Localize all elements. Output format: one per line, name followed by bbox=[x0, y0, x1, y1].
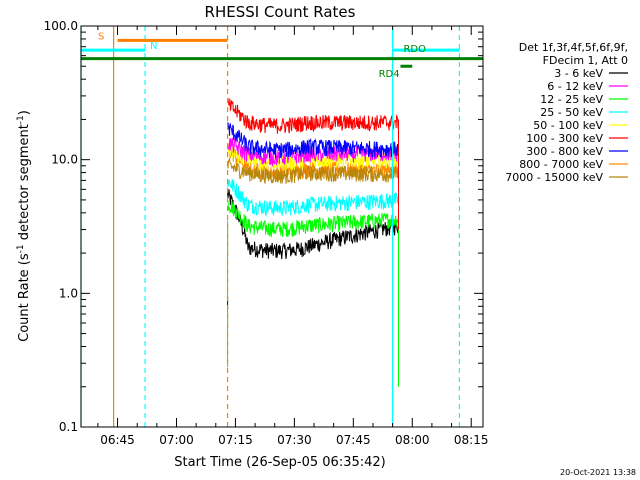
legend-label: 25 - 50 keV bbox=[540, 106, 603, 119]
flag-bar-label: RD4 bbox=[379, 69, 400, 80]
x-tick-label: 07:45 bbox=[336, 433, 371, 447]
legend-header-line-2: FDecim 1, Att 0 bbox=[543, 54, 628, 67]
x-tick-label: 08:15 bbox=[454, 433, 489, 447]
footer-timestamp: 20-Oct-2021 13:38 bbox=[560, 468, 636, 477]
x-tick-label: 07:00 bbox=[159, 433, 194, 447]
series-line bbox=[227, 189, 399, 260]
y-tick-label: 10.0 bbox=[51, 153, 78, 167]
series-layer bbox=[227, 97, 400, 387]
legend-label: 50 - 100 keV bbox=[533, 119, 603, 132]
x-tick-label: 07:15 bbox=[218, 433, 253, 447]
legend-label: 800 - 7000 keV bbox=[519, 158, 603, 171]
legend-label: 12 - 25 keV bbox=[540, 93, 603, 106]
series-line bbox=[227, 200, 399, 238]
x-axis-label: Start Time (26-Sep-05 06:35:42) bbox=[174, 455, 385, 470]
series-line bbox=[227, 97, 399, 134]
flag-bar-label: RDO bbox=[403, 44, 426, 55]
series-line bbox=[227, 122, 399, 159]
legend-label: 100 - 300 keV bbox=[526, 132, 603, 145]
x-tick-label: 08:00 bbox=[395, 433, 430, 447]
legend-label: 300 - 800 keV bbox=[526, 145, 603, 158]
x-tick-label: 07:30 bbox=[277, 433, 312, 447]
y-axis-label: Count Rate (s-1 detector segment-1) bbox=[16, 110, 32, 342]
legend-header-line-1: Det 1f,3f,4f,5f,6f,9f, bbox=[519, 41, 628, 54]
flag-bars-layer: S N RD4 RDO bbox=[81, 31, 483, 80]
flag-bar-label: S bbox=[98, 31, 104, 42]
legend-label: 3 - 6 keV bbox=[554, 67, 603, 80]
series-line bbox=[227, 179, 399, 218]
legend-label: 6 - 12 keV bbox=[547, 80, 603, 93]
y-axis: 0.1 1.0 10.0 100.0 bbox=[44, 19, 483, 434]
legend: Det 1f,3f,4f,5f,6f,9f, FDecim 1, Att 0 3… bbox=[505, 41, 628, 184]
flag-bar-label: N bbox=[150, 41, 157, 52]
legend-label: 7000 - 15000 keV bbox=[505, 171, 603, 184]
x-tick-label: 06:45 bbox=[100, 433, 135, 447]
y-tick-label: 1.0 bbox=[59, 286, 78, 300]
y-tick-label: 100.0 bbox=[44, 19, 78, 33]
plot-frame bbox=[80, 25, 484, 428]
y-tick-label: 0.1 bbox=[59, 420, 78, 434]
chart-title: RHESSI Count Rates bbox=[205, 3, 356, 21]
x-axis: 06:45 07:00 07:15 07:30 07:45 08:00 08:15 bbox=[97, 26, 489, 447]
